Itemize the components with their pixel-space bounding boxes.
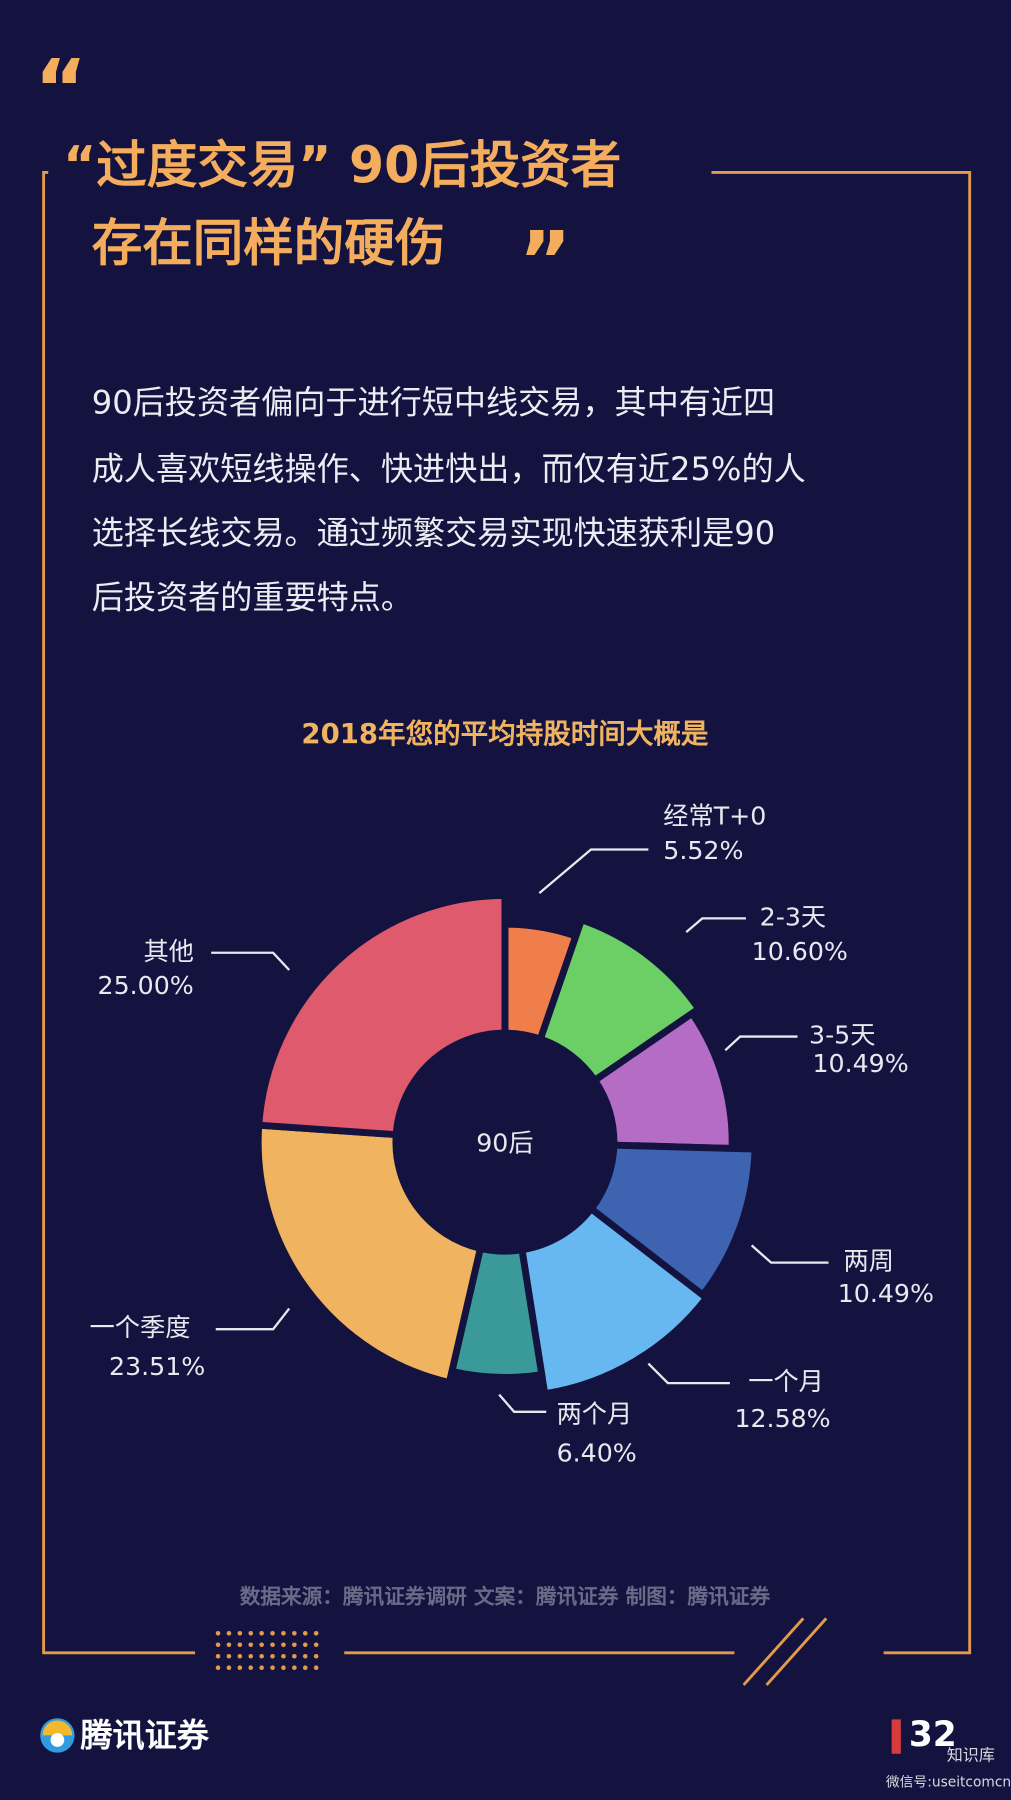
dot xyxy=(215,1642,221,1648)
donut-hole xyxy=(398,1035,612,1249)
dot xyxy=(281,1642,286,1648)
value-label: 23.51% xyxy=(109,1352,205,1381)
value-label: 10.49% xyxy=(812,1049,908,1078)
dot xyxy=(313,1642,319,1648)
dot xyxy=(215,1653,221,1659)
dot xyxy=(292,1630,297,1636)
title-line: 存在同样的硬伤 xyxy=(92,214,445,273)
dot xyxy=(248,1665,254,1671)
dot xyxy=(226,1630,232,1636)
leader-line xyxy=(498,1393,547,1413)
dot xyxy=(292,1642,297,1648)
leader-line xyxy=(215,1307,291,1331)
value-label: 10.49% xyxy=(838,1279,934,1308)
dot xyxy=(281,1630,286,1636)
dot xyxy=(248,1642,254,1648)
chart-title: 2018年您的平均持股时间大概是 xyxy=(301,718,708,750)
donut-segment xyxy=(255,891,509,1139)
frame-right xyxy=(711,171,972,1655)
value-label: 6.40% xyxy=(557,1438,637,1467)
leader-line xyxy=(750,1244,829,1264)
dot xyxy=(302,1653,308,1659)
dot xyxy=(281,1665,286,1671)
category-label: 3-5天 xyxy=(809,1021,875,1050)
dot xyxy=(302,1642,308,1648)
dot xyxy=(237,1630,243,1636)
page-marker xyxy=(891,1719,901,1754)
frame-left xyxy=(42,171,196,1655)
dot xyxy=(248,1630,254,1636)
dot xyxy=(270,1653,275,1659)
slash xyxy=(765,1617,828,1686)
dot xyxy=(215,1630,221,1636)
dot xyxy=(292,1665,297,1671)
paragraph-line: 成人喜欢短线操作、快进快出，而仅有近25%的人 xyxy=(92,450,806,488)
dot xyxy=(313,1653,319,1659)
dot xyxy=(270,1665,275,1671)
paragraph-line: 90后投资者偏向于进行短中线交易，其中有近四 xyxy=(92,383,775,421)
dot xyxy=(237,1642,243,1648)
brand: 腾讯证券 xyxy=(80,1717,209,1755)
dot xyxy=(259,1653,264,1659)
category-label: 经常T+0 xyxy=(663,801,766,830)
dot xyxy=(259,1665,264,1671)
leader-line xyxy=(724,1035,798,1052)
donut-segment xyxy=(536,915,704,1086)
paragraph-line: 选择长线交易。通过频繁交易实现快速获利是90 xyxy=(92,514,775,552)
donut xyxy=(254,891,759,1398)
center-label: 90后 xyxy=(476,1128,533,1157)
slash xyxy=(742,1617,805,1686)
category-label: 两周 xyxy=(843,1247,893,1276)
leader-line xyxy=(211,951,291,971)
leader-line xyxy=(538,848,649,894)
logo-icon xyxy=(50,1733,65,1747)
dot xyxy=(226,1665,232,1671)
dot xyxy=(248,1653,254,1659)
page-number: 32 xyxy=(909,1715,957,1755)
leader-line xyxy=(685,917,746,934)
quote-open: “ xyxy=(34,41,87,135)
category-label: 其他 xyxy=(143,937,193,966)
quote-close: ” xyxy=(519,214,572,308)
dot xyxy=(270,1630,275,1636)
watermark: 知识库 xyxy=(947,1746,995,1765)
dot xyxy=(237,1653,243,1659)
dot xyxy=(270,1642,275,1648)
dot xyxy=(302,1630,308,1636)
logo-icon xyxy=(42,1720,73,1736)
wechat-id: 微信号:useitcomcn xyxy=(886,1774,1011,1790)
paragraph-line: 后投资者的重要特点。 xyxy=(92,578,413,616)
value-label: 5.52% xyxy=(663,836,743,865)
dot xyxy=(226,1653,232,1659)
dot xyxy=(259,1630,264,1636)
leader-line xyxy=(647,1362,730,1385)
category-label: 一个月 xyxy=(748,1367,824,1396)
category-label: 两个月 xyxy=(557,1399,633,1428)
category-label: 2-3天 xyxy=(760,902,826,931)
dot xyxy=(226,1642,232,1648)
source: 数据来源：腾讯证券调研 文案：腾讯证券 制图：腾讯证券 xyxy=(240,1585,771,1609)
dot xyxy=(313,1665,319,1671)
value-label: 25.00% xyxy=(98,971,194,1000)
dot xyxy=(215,1665,221,1671)
category-label: 一个季度 xyxy=(90,1313,191,1342)
donut-segment xyxy=(518,1203,712,1398)
value-label: 10.60% xyxy=(752,937,848,966)
value-label: 12.58% xyxy=(734,1404,830,1433)
dot xyxy=(237,1665,243,1671)
dot xyxy=(292,1653,297,1659)
dot-pattern xyxy=(215,1630,319,1671)
donut-segment xyxy=(254,1121,485,1387)
dot xyxy=(281,1653,286,1659)
dot xyxy=(302,1665,308,1671)
dot xyxy=(313,1630,319,1636)
title-line: “过度交易” 90后投资者 xyxy=(63,136,621,195)
dot xyxy=(259,1642,264,1648)
